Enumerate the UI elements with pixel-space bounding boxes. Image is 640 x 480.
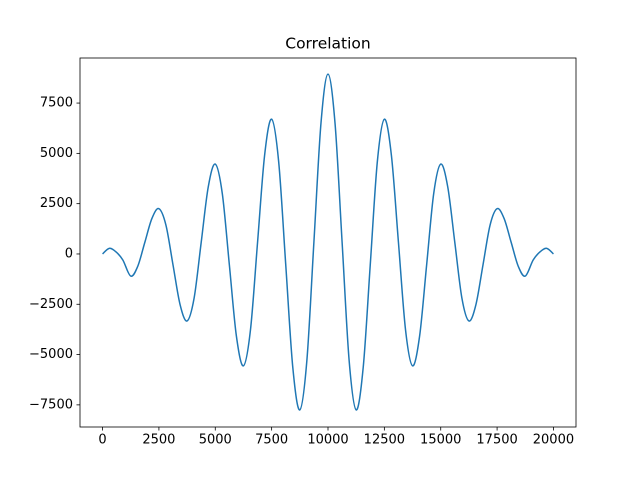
series-line bbox=[102, 73, 554, 411]
y-tick-label: 7500 bbox=[40, 96, 73, 111]
y-tick-label: 5000 bbox=[40, 146, 73, 161]
y-tick-label: −2500 bbox=[29, 297, 73, 312]
y-tick-label: −5000 bbox=[29, 347, 73, 362]
y-tick-label: 2500 bbox=[40, 196, 73, 211]
x-tick-label: 5000 bbox=[199, 433, 232, 448]
x-tick-label: 2500 bbox=[142, 433, 175, 448]
x-tick-label: 12500 bbox=[364, 433, 405, 448]
x-tick-label: 0 bbox=[98, 433, 106, 448]
x-tick-label: 15000 bbox=[420, 433, 461, 448]
x-tick-label: 20000 bbox=[533, 433, 574, 448]
y-tick-label: −7500 bbox=[29, 397, 73, 412]
x-tick-label: 17500 bbox=[476, 433, 517, 448]
plot-frame bbox=[79, 57, 577, 428]
y-tick-label: 0 bbox=[65, 246, 73, 261]
x-tick-label: 7500 bbox=[255, 433, 288, 448]
chart-title: Correlation bbox=[285, 35, 370, 53]
x-tick-label: 10000 bbox=[307, 433, 348, 448]
